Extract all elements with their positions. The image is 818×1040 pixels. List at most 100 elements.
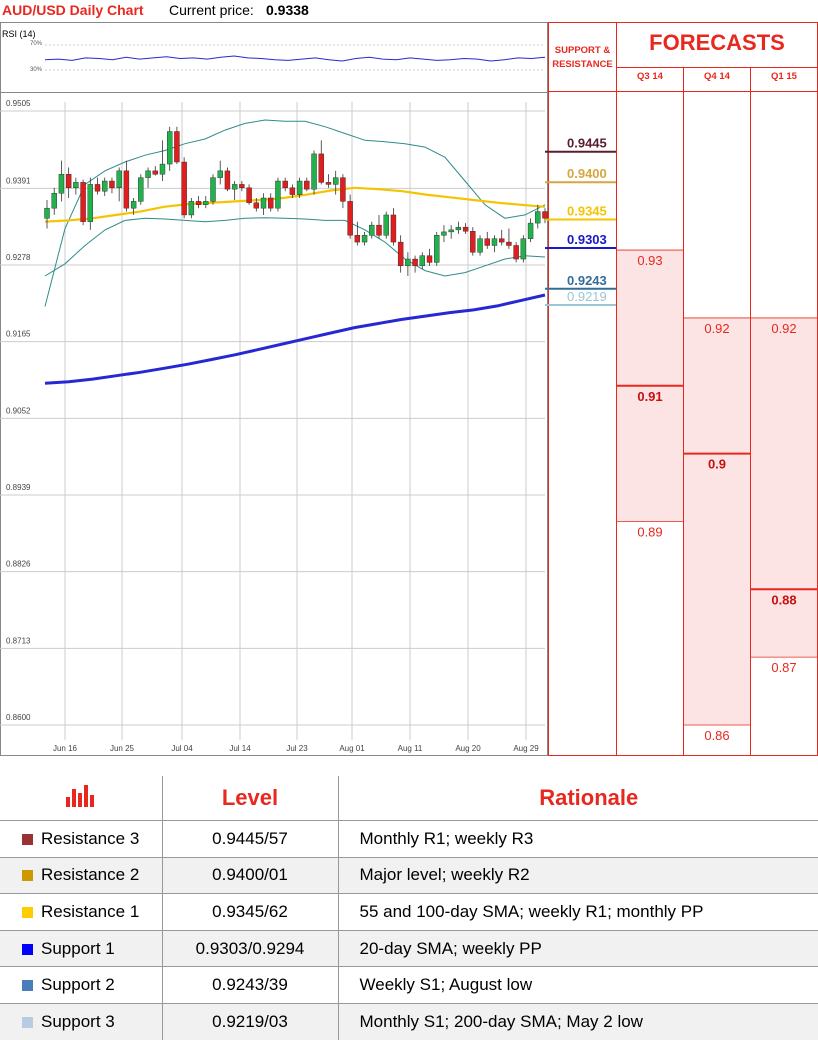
forecast-level-label: 0.88 xyxy=(771,592,796,607)
x-tick-label: Jun 16 xyxy=(53,744,78,753)
y-tick-label: 0.8939 xyxy=(6,483,31,492)
table-row: Resistance 1 0.9345/62 55 and 100-day SMA;… xyxy=(0,893,818,931)
chart-grid xyxy=(0,102,545,740)
forecast-level-label: 0.86 xyxy=(704,728,729,743)
level-name: Resistance 3 xyxy=(41,828,140,848)
candle-up xyxy=(477,238,483,253)
level-name-cell: Resistance 1 xyxy=(0,893,163,931)
x-tick-label: Jul 23 xyxy=(286,744,308,753)
level-color-swatch xyxy=(22,943,33,955)
candle-up xyxy=(441,231,447,236)
table-row: Resistance 2 0.9400/01 Major level; weekly… xyxy=(0,856,818,894)
sr-level-label: 0.9400 xyxy=(567,166,607,181)
candles xyxy=(44,126,548,277)
candle-up xyxy=(405,258,411,267)
candle-down xyxy=(282,180,288,189)
x-tick-label: Jul 04 xyxy=(171,744,193,753)
candle-down xyxy=(239,184,245,189)
forecast-col-q1-15: Q1 15 xyxy=(771,71,797,82)
candle-down xyxy=(484,238,490,246)
x-tick-label: Aug 29 xyxy=(513,744,539,753)
y-tick-label: 0.9052 xyxy=(6,406,31,415)
forecast-level-label: 0.87 xyxy=(771,660,796,675)
candle-up xyxy=(434,235,440,263)
y-tick-label: 0.9505 xyxy=(6,99,31,108)
table-row: Support 1 0.9303/0.9294 20-day SMA; weekly… xyxy=(0,929,818,967)
candle-up xyxy=(130,201,137,209)
candle-up xyxy=(383,214,389,236)
level-rationale: 55 and 100-day SMA; weekly R1; monthly P… xyxy=(338,893,818,931)
sr-level-label: 0.9445 xyxy=(567,136,607,151)
level-rationale: Monthly S1; 200-day SMA; May 2 low xyxy=(338,1002,818,1040)
level-name: Support 1 xyxy=(41,938,115,958)
candle-down xyxy=(397,241,404,267)
x-tick-label: Aug 20 xyxy=(455,744,481,753)
candle-down xyxy=(123,170,130,209)
forecast-title: FORECASTS xyxy=(649,30,785,55)
level-name-cell: Support 3 xyxy=(0,1002,163,1040)
candle-up xyxy=(203,201,209,205)
level-name: Resistance 1 xyxy=(41,901,140,921)
level-name: Support 3 xyxy=(41,1011,115,1031)
y-tick-label: 0.8713 xyxy=(6,636,31,645)
chart-frame xyxy=(0,22,548,756)
forecast-range xyxy=(751,317,817,658)
y-tick-label: 0.8600 xyxy=(6,713,31,722)
rsi-line xyxy=(44,55,546,62)
candle-up xyxy=(491,238,498,246)
y-tick-label: 0.9165 xyxy=(6,330,31,339)
candle-down xyxy=(426,255,433,263)
forecast-level-label: 0.91 xyxy=(637,389,662,404)
table-row: Support 2 0.9243/39 Weekly S1; August low xyxy=(0,966,818,1004)
candle-up xyxy=(260,197,267,209)
rsi-panel xyxy=(44,44,546,71)
candle-up xyxy=(145,170,151,178)
overlay-bb_upper xyxy=(44,119,546,307)
candle-up xyxy=(369,224,375,236)
candle-up xyxy=(159,163,166,175)
candle-up xyxy=(296,180,303,195)
table-row: Resistance 3 0.9445/57 Monthly R1; weekly … xyxy=(0,820,818,858)
candle-down xyxy=(390,214,397,243)
bar-chart-icon xyxy=(65,784,94,807)
candle-down xyxy=(462,226,469,232)
level-name-cell: Resistance 2 xyxy=(0,856,163,894)
level-value: 0.9400/01 xyxy=(162,856,339,894)
candle-down xyxy=(94,184,101,192)
level-value: 0.9345/62 xyxy=(162,893,339,931)
sr-level-label: 0.9243 xyxy=(567,273,607,288)
forecast-col-q3-14: Q3 14 xyxy=(637,71,663,82)
candle-up xyxy=(87,184,94,222)
candle-down xyxy=(498,238,505,243)
forecast-panel: 0.93 0.91 0.89 0.92 0.9 0.86 0.92 0.88 0.87 xyxy=(617,249,817,743)
overlay-sma_200 xyxy=(44,293,546,385)
candle-down xyxy=(80,182,86,222)
support-resistance-title: SUPPORT & RESISTANCE xyxy=(549,44,616,72)
candle-down xyxy=(376,224,382,236)
y-tick-label: 0.8826 xyxy=(6,560,31,569)
level-name: Support 2 xyxy=(41,975,115,995)
forecast-level-label: 0.89 xyxy=(637,524,662,539)
chart-title: AUD/USD Daily Chart xyxy=(2,2,144,18)
candle-up xyxy=(527,222,534,239)
candle-up xyxy=(535,211,541,224)
current-price-label: Current price: xyxy=(169,2,254,18)
forecast-level-label: 0.92 xyxy=(704,321,729,336)
level-value: 0.9219/03 xyxy=(162,1002,339,1040)
candle-down xyxy=(506,241,512,246)
candle-down xyxy=(224,170,231,190)
level-value: 0.9243/39 xyxy=(162,966,339,1004)
sr-level-label: 0.9303 xyxy=(567,232,607,247)
candle-down xyxy=(109,180,115,189)
candle-up xyxy=(275,180,281,209)
level-color-swatch xyxy=(22,907,33,918)
candle-up xyxy=(210,177,216,202)
x-tick-label: Jun 25 xyxy=(110,744,135,753)
level-rationale: Major level; weekly R2 xyxy=(338,856,818,894)
overlay-bb_lower xyxy=(44,217,546,277)
candle-down xyxy=(65,174,72,189)
level-rationale: Monthly R1; weekly R3 xyxy=(338,820,818,858)
rsi-lower-label: 30% xyxy=(30,67,43,73)
